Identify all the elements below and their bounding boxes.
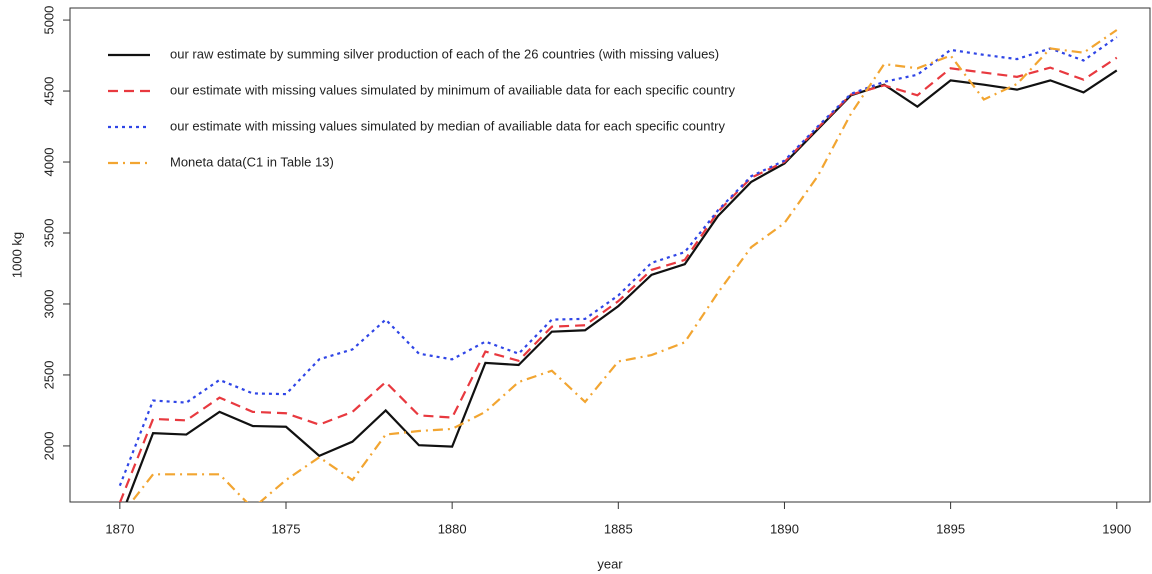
series-line [118, 36, 1118, 487]
y-axis-label: 1000 kg [9, 232, 24, 278]
x-tick-label: 1875 [272, 521, 301, 536]
series-line [125, 69, 1118, 502]
y-tick-label: 5000 [41, 6, 56, 35]
y-tick-label: 2000 [41, 431, 56, 460]
legend-label: Moneta data(C1 in Table 13) [170, 154, 334, 169]
y-tick-label: 3500 [41, 219, 56, 248]
x-axis-label: year [597, 556, 623, 571]
y-tick-label: 4500 [41, 77, 56, 106]
x-tick-label: 1900 [1102, 521, 1131, 536]
legend-label: our estimate with missing values simulat… [170, 82, 736, 97]
x-tick-label: 1890 [770, 521, 799, 536]
plot-frame [69, 7, 1151, 503]
x-tick-label: 1880 [438, 521, 467, 536]
legend-label: our raw estimate by summing silver produ… [170, 46, 719, 61]
series-line [118, 56, 1118, 502]
plot-area [118, 29, 1118, 502]
legend-label: our estimate with missing values simulat… [170, 118, 725, 133]
x-tick-label: 1895 [936, 521, 965, 536]
y-tick-label: 4000 [41, 148, 56, 177]
y-tick-label: 3000 [41, 290, 56, 319]
series-line [130, 29, 1118, 502]
y-tick-label: 2500 [41, 360, 56, 389]
x-tick-label: 1870 [105, 521, 134, 536]
x-tick-label: 1885 [604, 521, 633, 536]
